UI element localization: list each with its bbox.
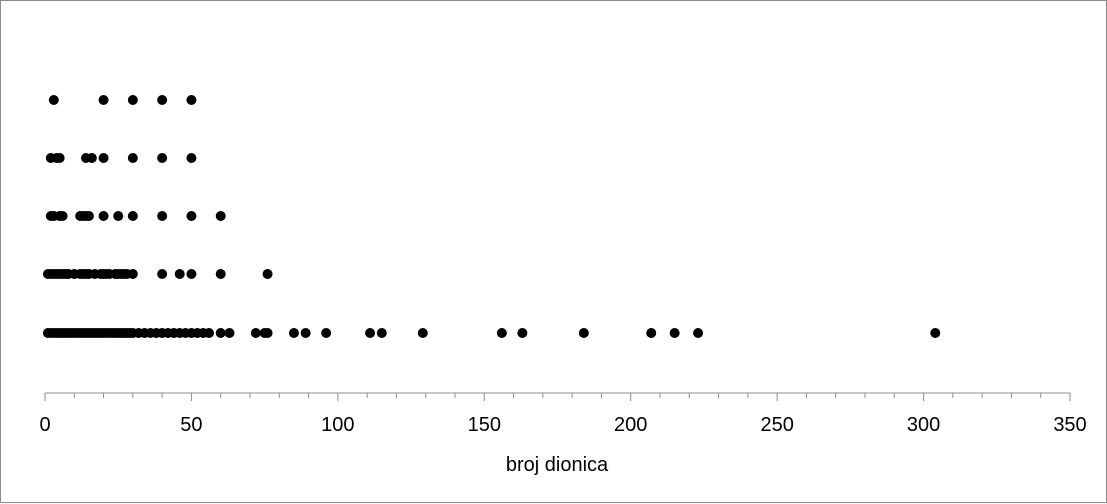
data-point	[127, 153, 138, 163]
data-point	[215, 328, 226, 338]
data-point	[669, 328, 680, 338]
x-tick-label: 350	[1053, 414, 1086, 436]
data-point	[157, 269, 168, 279]
data-point	[157, 95, 168, 105]
data-point	[186, 211, 197, 221]
data-point	[186, 269, 197, 279]
data-point	[48, 95, 59, 105]
data-point	[127, 269, 138, 279]
x-tick-label: 50	[180, 414, 202, 436]
x-tick-label: 0	[39, 414, 50, 436]
data-point	[186, 95, 197, 105]
data-point	[83, 211, 94, 221]
x-tick-label: 250	[760, 414, 793, 436]
data-point	[98, 211, 109, 221]
data-point	[262, 269, 273, 279]
x-tick-label: 150	[468, 414, 501, 436]
data-point	[204, 328, 214, 338]
data-point	[288, 328, 299, 338]
data-point	[578, 328, 589, 338]
data-point	[186, 153, 197, 163]
data-point	[86, 153, 97, 163]
data-point	[417, 328, 428, 338]
data-point	[98, 153, 109, 163]
data-point	[693, 328, 704, 338]
data-point	[930, 328, 941, 338]
data-point	[57, 211, 68, 221]
data-point	[365, 328, 376, 338]
data-point	[300, 328, 311, 338]
data-point	[646, 328, 657, 338]
x-axis-ticks	[44, 393, 1071, 401]
data-point	[496, 328, 507, 338]
data-point	[54, 153, 65, 163]
data-point	[174, 269, 185, 279]
x-tick-label: 100	[321, 414, 354, 436]
x-axis-title: broj dionica	[506, 454, 609, 476]
x-tick-label: 200	[614, 414, 647, 436]
data-points	[42, 95, 941, 338]
data-point	[127, 211, 138, 221]
data-point	[376, 328, 387, 338]
data-point	[215, 211, 226, 221]
data-point	[127, 95, 138, 105]
data-point	[215, 269, 226, 279]
data-point	[98, 95, 109, 105]
data-point	[157, 153, 168, 163]
data-point	[517, 328, 528, 338]
data-point	[262, 328, 273, 338]
data-point	[157, 211, 168, 221]
data-point	[224, 328, 235, 338]
data-point	[250, 328, 261, 338]
x-axis-tick-labels: 0 50 100 150 200 250 300 350	[39, 414, 1086, 436]
x-tick-label: 300	[907, 414, 940, 436]
data-point	[321, 328, 332, 338]
data-point	[113, 211, 124, 221]
